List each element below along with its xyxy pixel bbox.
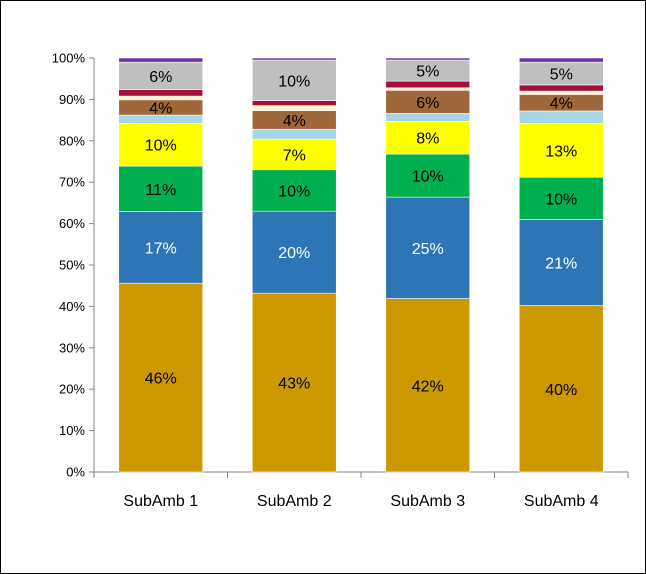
- x-category-label: SubAmb 1: [123, 493, 198, 510]
- bar-segment: [385, 298, 471, 473]
- bar-segment: [385, 57, 471, 61]
- y-tick-label: 30%: [59, 340, 85, 355]
- data-label: 13%: [545, 143, 577, 160]
- bar-segment: [251, 128, 337, 140]
- data-label: 10%: [278, 183, 310, 200]
- data-label: 25%: [412, 241, 444, 258]
- bar-segment: [118, 282, 204, 473]
- data-label: 17%: [145, 240, 177, 257]
- bar-segment: [385, 196, 471, 299]
- bar-segment: [118, 89, 204, 97]
- y-tick-label: 80%: [59, 133, 85, 148]
- bar-segment: [518, 57, 604, 63]
- bar-segment: [385, 153, 471, 198]
- data-label: 6%: [149, 69, 172, 86]
- bar-segment: [251, 292, 337, 473]
- bar-segment: [385, 113, 471, 122]
- data-label: 6%: [416, 95, 439, 112]
- bar-segment: [518, 305, 604, 473]
- data-label: 7%: [283, 147, 306, 164]
- bar-segment: [385, 121, 471, 155]
- bar-segment: [118, 123, 204, 167]
- x-category-label: SubAmb 2: [257, 493, 332, 510]
- data-label: 5%: [550, 67, 573, 84]
- data-label: 5%: [416, 64, 439, 81]
- bar-segment: [518, 176, 604, 220]
- data-label: 43%: [278, 376, 310, 393]
- bar-segment: [518, 110, 604, 124]
- bar-segment: [518, 84, 604, 92]
- x-category-label: SubAmb 4: [524, 493, 599, 510]
- data-label: 42%: [412, 378, 444, 395]
- bar-segment: [385, 80, 471, 89]
- y-tick-label: 10%: [59, 423, 85, 438]
- data-label: 10%: [545, 191, 577, 208]
- data-label: 4%: [283, 113, 306, 130]
- data-label: 21%: [545, 256, 577, 273]
- bar-segment: [118, 95, 204, 101]
- bar-segment: [118, 57, 204, 63]
- data-label: 11%: [145, 182, 176, 199]
- bar-segment: [385, 87, 471, 91]
- y-tick-label: 90%: [59, 92, 85, 107]
- y-tick-label: 60%: [59, 216, 85, 231]
- bar-segment: [118, 165, 204, 212]
- bar-segment: [251, 138, 337, 171]
- bar-segment: [251, 105, 337, 111]
- bar-segment: [251, 100, 337, 106]
- bar-segment: [518, 123, 604, 178]
- data-label: 20%: [278, 245, 310, 262]
- bar-segment: [518, 219, 604, 306]
- bar-segment: [251, 210, 337, 294]
- data-label: 10%: [412, 169, 444, 186]
- y-tick-label: 70%: [59, 175, 85, 190]
- bar-segment: [251, 169, 337, 212]
- data-label: 46%: [145, 371, 177, 388]
- y-tick-label: 50%: [59, 258, 85, 273]
- data-label: 10%: [145, 138, 177, 155]
- data-label: 8%: [416, 131, 439, 148]
- data-label: 10%: [278, 73, 310, 90]
- data-label: 40%: [545, 382, 577, 399]
- y-tick-label: 100%: [52, 51, 86, 66]
- data-label: 4%: [149, 100, 172, 117]
- y-tick-label: 0%: [66, 465, 85, 480]
- bar-segment: [518, 90, 604, 95]
- x-category-label: SubAmb 3: [390, 493, 465, 510]
- bar-segment: [251, 57, 337, 61]
- bar-segment: [118, 61, 204, 90]
- bar-segment: [251, 59, 337, 101]
- y-tick-label: 20%: [59, 382, 85, 397]
- y-tick-label: 40%: [59, 299, 85, 314]
- data-label: 4%: [550, 96, 573, 113]
